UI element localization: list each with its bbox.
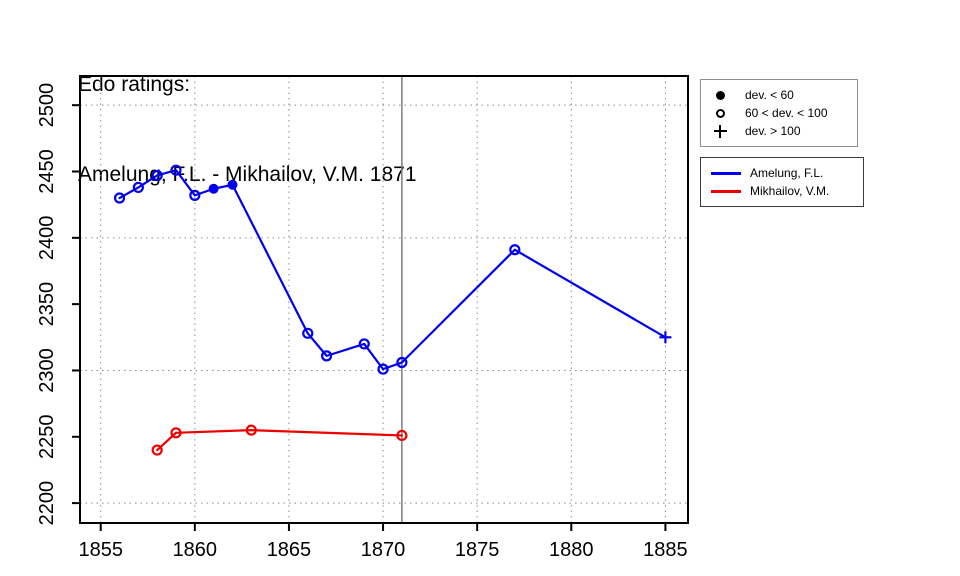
- grid: [80, 76, 688, 523]
- open-circle-marker: [189, 189, 201, 201]
- marker-legend-label: dev. < 60: [745, 88, 794, 102]
- open-circle-marker: [113, 192, 126, 204]
- series-legend-label: Amelung, F.L.: [750, 166, 824, 180]
- series-mikhailov: [151, 424, 408, 456]
- open-circle-marker: [170, 164, 182, 176]
- open-circle-marker: [151, 169, 163, 182]
- x-tick-label: 1880: [549, 539, 594, 561]
- open-circle-marker: [509, 244, 521, 256]
- series-line: [118, 169, 667, 371]
- x-tick-label: 1865: [267, 539, 312, 561]
- y-tick-label: 2250: [36, 415, 58, 460]
- x-tick-label: 1870: [361, 539, 406, 561]
- amelung-line-swatch: [711, 171, 741, 175]
- open-circle-marker: [396, 429, 408, 442]
- y-tick-label: 2350: [36, 282, 58, 327]
- x-tick-label: 1875: [455, 539, 500, 561]
- open-circle-marker: [320, 350, 333, 362]
- x-tick-label: 1855: [78, 539, 123, 561]
- open-circle-marker: [302, 327, 314, 339]
- y-tick-label: 2500: [36, 83, 58, 128]
- series-legend-row: Amelung, F.L.: [701, 164, 863, 182]
- marker-legend-row: dev. > 100: [701, 122, 857, 140]
- plus-icon: [713, 124, 727, 138]
- series-line: [156, 429, 403, 452]
- open-circle-marker: [170, 427, 182, 439]
- y-tick-label: 2450: [36, 149, 58, 194]
- y-tick-label: 2300: [36, 348, 58, 393]
- x-tick-label: 1885: [643, 539, 688, 561]
- open-circle-marker: [151, 444, 163, 456]
- y-tick-label: 2400: [36, 216, 58, 261]
- axis-ticks: [72, 104, 667, 531]
- series-legend: Amelung, F.L. Mikhailov, V.M.: [700, 157, 864, 207]
- chart-title-line1: Edo ratings:: [78, 73, 191, 96]
- filled-circle-icon: [715, 90, 725, 100]
- marker-legend-label: dev. > 100: [745, 124, 801, 138]
- mikhailov-line-swatch: [711, 189, 741, 193]
- marker-legend-label: 60 < dev. < 100: [745, 106, 828, 120]
- y-tick-label: 2200: [36, 481, 58, 526]
- open-circle-icon: [715, 108, 725, 118]
- x-tick-label: 1860: [173, 539, 218, 561]
- open-circle-marker: [358, 338, 370, 350]
- series-legend-label: Mikhailov, V.M.: [750, 184, 830, 198]
- plot-box: [79, 75, 689, 524]
- series-amelung: [113, 164, 672, 375]
- open-circle-marker: [132, 181, 144, 194]
- filled-circle-marker: [208, 183, 219, 194]
- filled-circle-marker: [227, 179, 238, 190]
- axis-labels: 1855 1860 1865 1870 1875 1880 1885 2200 2250 2300…: [36, 83, 688, 561]
- open-circle-marker: [245, 424, 257, 436]
- marker-legend-row: 60 < dev. < 100: [701, 104, 857, 122]
- marker-legend-row: dev. < 60: [701, 86, 857, 104]
- open-circle-marker: [396, 356, 408, 369]
- series-legend-row: Mikhailov, V.M.: [701, 182, 863, 200]
- open-circle-marker: [377, 363, 389, 375]
- marker-legend: dev. < 60 60 < dev. < 100 dev. > 100: [700, 79, 858, 147]
